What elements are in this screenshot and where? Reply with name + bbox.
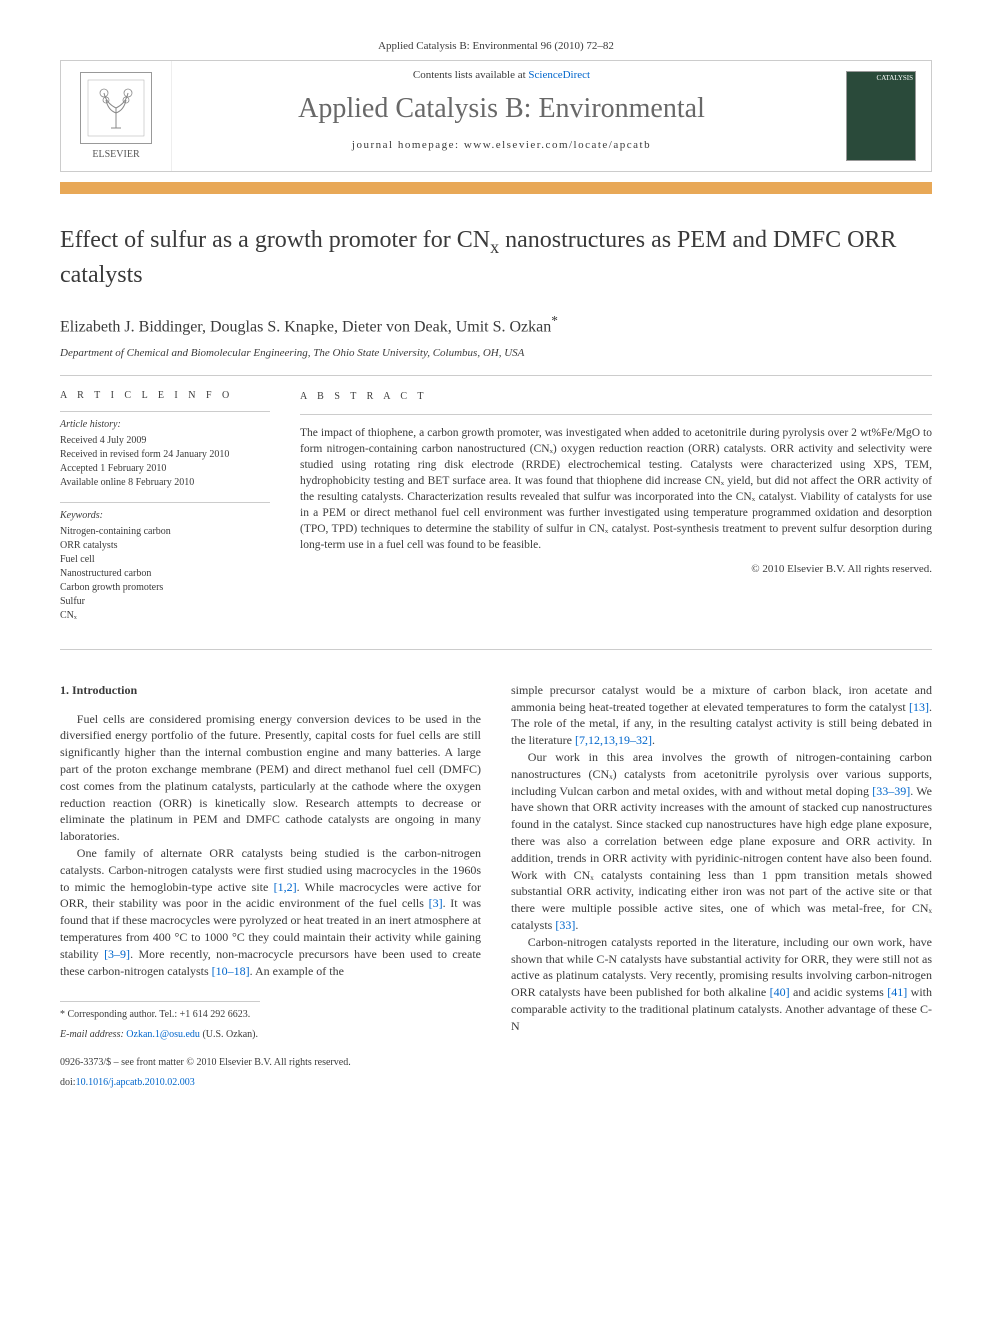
article-history-block: Article history: Received 4 July 2009 Re… <box>60 418 270 490</box>
body-text: and acidic systems <box>790 985 888 999</box>
body-paragraph: One family of alternate ORR catalysts be… <box>60 845 481 979</box>
cite-link[interactable]: [3–9] <box>104 947 130 961</box>
cite-link[interactable]: [33–39] <box>872 784 910 798</box>
affiliation: Department of Chemical and Biomolecular … <box>60 347 932 359</box>
body-paragraph: Our work in this area involves the growt… <box>511 749 932 934</box>
cite-link[interactable]: [7,12,13,19–32] <box>575 733 652 747</box>
corresponding-marker: * <box>551 313 558 328</box>
info-abstract-row: A R T I C L E I N F O Article history: R… <box>60 375 932 650</box>
history-label: Article history: <box>60 418 270 432</box>
journal-name: Applied Catalysis B: Environmental <box>182 93 821 125</box>
body-column-right: simple precursor catalyst would be a mix… <box>511 682 932 1091</box>
body-text: . <box>652 733 655 747</box>
doi-prefix: doi: <box>60 1077 76 1088</box>
cover-thumbnail: CATALYSIS <box>846 71 916 161</box>
publisher-tree-icon <box>80 72 152 144</box>
email-link[interactable]: Ozkan.1@osu.edu <box>126 1029 200 1040</box>
cite-link[interactable]: [10–18] <box>212 964 250 978</box>
body-text: Our work in this area involves the growt… <box>511 750 932 798</box>
doi-line: doi:10.1016/j.apcatb.2010.02.003 <box>60 1076 481 1090</box>
email-suffix: (U.S. Ozkan). <box>200 1029 258 1040</box>
history-item: Accepted 1 February 2010 <box>60 462 270 476</box>
authors-names: Elizabeth J. Biddinger, Douglas S. Knapk… <box>60 319 551 336</box>
cite-link[interactable]: [1,2] <box>274 880 297 894</box>
homepage-url[interactable]: www.elsevier.com/locate/apcatb <box>464 139 651 151</box>
abstract-copyright: © 2010 Elsevier B.V. All rights reserved… <box>300 562 932 577</box>
keyword: Sulfur <box>60 595 270 609</box>
history-item: Received in revised form 24 January 2010 <box>60 448 270 462</box>
body-text: . We have shown that ORR activity increa… <box>511 784 932 932</box>
body-paragraph: simple precursor catalyst would be a mix… <box>511 682 932 749</box>
title-subscript: x <box>490 237 499 257</box>
keyword: Fuel cell <box>60 553 270 567</box>
cite-link[interactable]: [3] <box>429 896 443 910</box>
section-heading: 1. Introduction <box>60 682 481 699</box>
cite-link[interactable]: [41] <box>887 985 907 999</box>
keyword: ORR catalysts <box>60 539 270 553</box>
header-center: Contents lists available at ScienceDirec… <box>172 61 831 171</box>
history-item: Available online 8 February 2010 <box>60 476 270 490</box>
email-footnote: E-mail address: Ozkan.1@osu.edu (U.S. Oz… <box>60 1028 481 1042</box>
publisher-name: ELSEVIER <box>92 149 139 160</box>
journal-header-box: ELSEVIER Contents lists available at Sci… <box>60 60 932 172</box>
abstract-column: A B S T R A C T The impact of thiophene,… <box>300 390 932 635</box>
title-part1: Effect of sulfur as a growth promoter fo… <box>60 227 490 253</box>
body-paragraph: Carbon-nitrogen catalysts reported in th… <box>511 934 932 1035</box>
keyword: CNₓ <box>60 609 270 623</box>
keywords-label: Keywords: <box>60 509 270 523</box>
homepage-prefix: journal homepage: <box>352 139 464 151</box>
abstract-heading: A B S T R A C T <box>300 390 932 404</box>
contents-prefix: Contents lists available at <box>413 69 528 81</box>
publisher-logo-box: ELSEVIER <box>61 61 172 171</box>
cover-label: CATALYSIS <box>877 74 913 82</box>
article-title: Effect of sulfur as a growth promoter fo… <box>60 224 932 291</box>
homepage-line: journal homepage: www.elsevier.com/locat… <box>182 139 821 151</box>
keyword: Nitrogen-containing carbon <box>60 525 270 539</box>
cite-link[interactable]: [33] <box>555 918 575 932</box>
abstract-text: The impact of thiophene, a carbon growth… <box>300 425 932 554</box>
cite-link[interactable]: [13] <box>909 700 929 714</box>
body-paragraph: Fuel cells are considered promising ener… <box>60 711 481 845</box>
corresponding-footnote: * Corresponding author. Tel.: +1 614 292… <box>60 1008 481 1022</box>
body-text: simple precursor catalyst would be a mix… <box>511 683 932 714</box>
keyword: Carbon growth promoters <box>60 581 270 595</box>
history-item: Received 4 July 2009 <box>60 434 270 448</box>
doi-link[interactable]: 10.1016/j.apcatb.2010.02.003 <box>76 1077 195 1088</box>
body-columns: 1. Introduction Fuel cells are considere… <box>60 682 932 1091</box>
cite-link[interactable]: [40] <box>770 985 790 999</box>
body-text: . <box>575 918 578 932</box>
contents-list-line: Contents lists available at ScienceDirec… <box>182 69 821 81</box>
sciencedirect-link[interactable]: ScienceDirect <box>528 69 590 81</box>
journal-citation: Applied Catalysis B: Environmental 96 (2… <box>60 40 932 52</box>
body-text: . An example of the <box>250 964 344 978</box>
keyword: Nanostructured carbon <box>60 567 270 581</box>
accent-bar <box>60 182 932 194</box>
article-info-heading: A R T I C L E I N F O <box>60 390 270 401</box>
email-label: E-mail address: <box>60 1029 126 1040</box>
authors-line: Elizabeth J. Biddinger, Douglas S. Knapk… <box>60 313 932 336</box>
footnote-divider <box>60 1001 260 1002</box>
issn-line: 0926-3373/$ – see front matter © 2010 El… <box>60 1056 481 1070</box>
body-column-left: 1. Introduction Fuel cells are considere… <box>60 682 481 1091</box>
keywords-block: Keywords: Nitrogen-containing carbon ORR… <box>60 509 270 623</box>
article-info-column: A R T I C L E I N F O Article history: R… <box>60 390 270 635</box>
cover-thumbnail-box: CATALYSIS <box>831 61 931 171</box>
